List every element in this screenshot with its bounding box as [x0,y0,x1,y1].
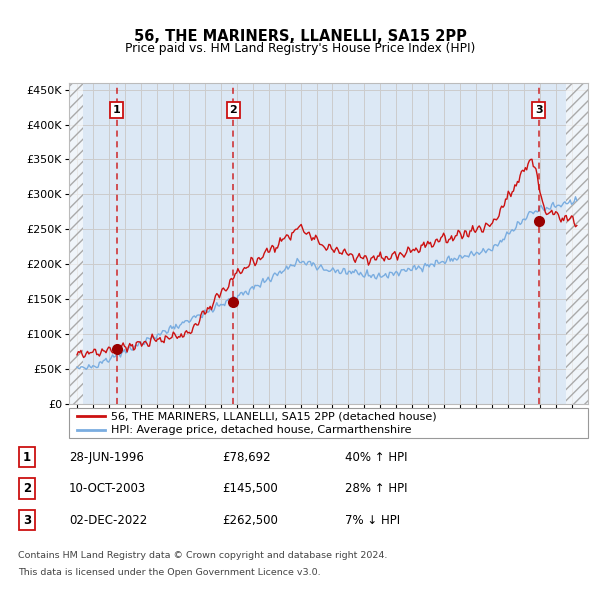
Bar [566,83,588,404]
Text: 02-DEC-2022: 02-DEC-2022 [69,514,147,527]
Text: 56, THE MARINERS, LLANELLI, SA15 2PP (detached house): 56, THE MARINERS, LLANELLI, SA15 2PP (de… [110,411,436,421]
Text: 56, THE MARINERS, LLANELLI, SA15 2PP: 56, THE MARINERS, LLANELLI, SA15 2PP [134,29,466,44]
Text: 2: 2 [229,105,237,115]
Bar [69,83,83,404]
Bar [566,83,588,404]
Text: 10-OCT-2003: 10-OCT-2003 [69,482,146,495]
Text: 2: 2 [23,482,31,495]
Text: Contains HM Land Registry data © Crown copyright and database right 2024.: Contains HM Land Registry data © Crown c… [18,551,388,560]
Text: HPI: Average price, detached house, Carmarthenshire: HPI: Average price, detached house, Carm… [110,425,411,435]
Text: 3: 3 [23,514,31,527]
Text: This data is licensed under the Open Government Licence v3.0.: This data is licensed under the Open Gov… [18,568,320,577]
Text: 28-JUN-1996: 28-JUN-1996 [69,451,144,464]
Text: 7% ↓ HPI: 7% ↓ HPI [345,514,400,527]
Text: £262,500: £262,500 [222,514,278,527]
Text: £78,692: £78,692 [222,451,271,464]
Text: 40% ↑ HPI: 40% ↑ HPI [345,451,407,464]
Text: 28% ↑ HPI: 28% ↑ HPI [345,482,407,495]
Bar [69,83,83,404]
Text: 3: 3 [535,105,542,115]
Text: £145,500: £145,500 [222,482,278,495]
Text: 1: 1 [23,451,31,464]
Text: Price paid vs. HM Land Registry's House Price Index (HPI): Price paid vs. HM Land Registry's House … [125,42,475,55]
Text: 1: 1 [113,105,121,115]
